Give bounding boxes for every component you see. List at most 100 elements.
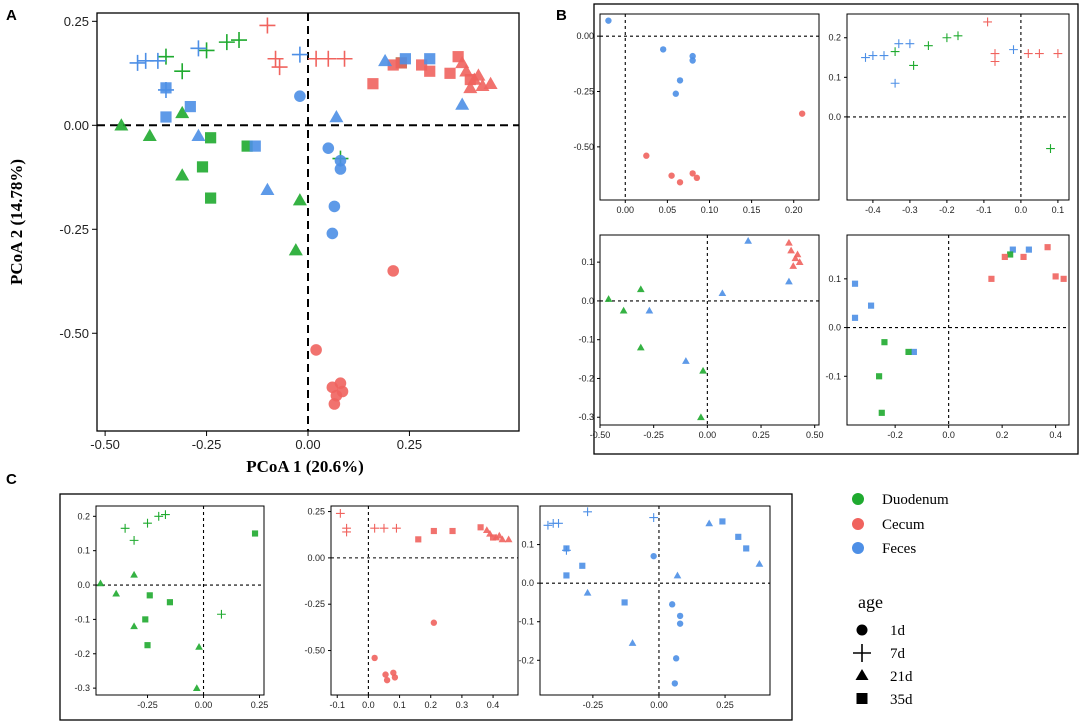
point-feces-35d [1025,246,1032,253]
point-cecum-35d [1044,244,1051,251]
legend-age-7d: 7d [890,646,906,662]
point-feces-21d [583,588,592,596]
plot-b1: 0.00 0.05 0.10 0.15 0.20 0.00 -0.25 -0.50 [573,13,820,215]
y-tick-label: -0.2 [74,649,90,659]
legend-age-21d: 21d [890,669,913,685]
point-cecum-1d [798,110,806,117]
point-feces-7d [890,78,900,88]
y-tick-label: -0.50 [573,142,594,152]
point-duodenum-21d [130,622,138,630]
point-cecum-1d [387,265,400,277]
point-cecum-35d [424,65,436,77]
point-feces-21d [329,109,344,123]
point-feces-1d [689,52,696,60]
legend: Duodenum Cecum Feces age 1d 7d 21d 35d [852,492,949,708]
x-tick-label: 0.00 [195,700,213,710]
point-feces-35d [249,140,261,152]
plot-c2: -0.1 0.0 0.1 0.2 0.3 0.4 0.25 0.00 -0.25 -0.50 [304,505,519,710]
point-duodenum-7d [953,31,963,41]
x-tick-label: -0.1 [329,700,345,710]
legend-age-35d: 35d [890,692,913,708]
point-feces-35d [184,100,196,113]
point-feces-21d [744,236,752,244]
x-tick-label: 0.2 [424,700,437,710]
y-tick-label: 0.1 [828,72,841,82]
point-feces-7d [190,40,207,57]
point-feces-35d [851,314,859,321]
y-tick-label: 0.0 [77,580,90,590]
point-feces-1d [689,57,696,64]
point-cecum-7d [1053,49,1063,58]
plot-b2: -0.4 -0.3 -0.2 -0.1 0.0 0.1 0.2 0.1 0.0 [828,13,1070,215]
point-duodenum-21d [114,118,129,131]
plot-frame [846,13,1070,201]
x-tick-label: 0.00 [650,700,668,710]
point-cecum-7d [983,17,992,27]
panel-label-c: C [6,471,17,488]
point-cecum-21d [789,262,798,269]
point-feces-21d [785,277,793,285]
x-tick-label: 0.1 [393,700,406,710]
point-cecum-1d [383,676,391,684]
point-feces-7d [879,51,889,60]
point-feces-35d [621,599,628,606]
y-tick-label: -0.25 [304,599,325,609]
point-cecum-21d [498,535,507,543]
point-cecum-21d [791,254,800,262]
legend-square-icon [856,693,868,704]
point-feces-7d [868,51,878,60]
point-cecum-21d [455,55,470,69]
point-cecum-7d [379,523,389,533]
point-duodenum-21d [619,306,628,314]
point-cecum-35d [489,534,497,541]
point-cecum-1d [382,671,389,678]
point-feces-1d [676,77,684,84]
plot-b3: -0.50 -0.25 0.00 0.25 0.50 0.1 0.0 -0.1 -0.2 -0.3 [578,234,823,440]
x-tick-label: 0.05 [659,205,677,215]
plot-b4: -0.2 0.0 0.2 0.4 0.1 0.0 -0.1 [825,234,1070,440]
x-tick-label: -0.25 [643,430,664,440]
point-cecum-21d [482,526,491,533]
y-tick-label: -0.25 [573,87,594,97]
x-tick-label: -0.2 [939,205,955,215]
point-cecum-21d [463,80,478,94]
point-duodenum-21d [636,285,645,293]
point-cecum-21d [495,531,504,539]
legend-age-title: age [858,592,883,612]
point-feces-7d [649,513,659,522]
x-tick-label: 0.2 [996,430,1009,440]
x-tick-label: 0.00 [699,430,717,440]
point-feces-1d [671,680,679,687]
point-duodenum-7d [1046,144,1055,153]
point-feces-7d [905,39,915,49]
point-feces-1d [294,90,306,102]
point-cecum-1d [643,152,650,159]
point-cecum-35d [477,524,484,531]
point-cecum-1d [310,344,322,356]
point-cecum-7d [990,57,1000,66]
y-tick-label: 0.00 [64,118,89,133]
point-cecum-7d [990,49,1000,58]
point-cecum-35d [367,78,379,90]
y-tick-label: 0.0 [521,578,534,588]
y-tick-label: 0.25 [307,507,325,517]
point-feces-7d [149,52,166,69]
x-tick-label: -0.25 [192,437,222,452]
x-tick-label: -0.50 [590,430,611,440]
point-cecum-35d [1001,253,1008,261]
point-duodenum-7d [890,47,900,56]
point-feces-21d [378,53,393,67]
y-tick-label: -0.25 [59,222,89,237]
point-cecum-35d [444,67,456,79]
legend-plus-icon [853,644,871,662]
x-tick-label: -0.1 [976,205,992,215]
plot-frame [95,505,265,696]
point-duodenum-7d [231,32,248,49]
point-cecum-1d [676,179,684,186]
point-duodenum-21d [604,295,613,302]
point-duodenum-35d [878,409,885,416]
point-duodenum-7d [198,42,215,59]
plot-frame [599,234,820,426]
x-tick-label: 0.0 [942,430,955,440]
point-duodenum-35d [881,339,888,346]
